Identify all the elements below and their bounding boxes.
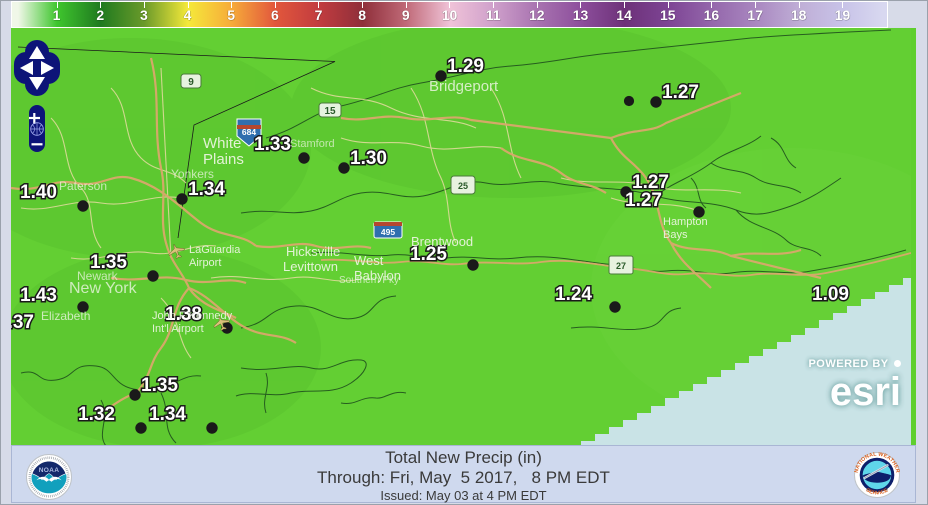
svg-text:Elizabeth: Elizabeth	[41, 309, 90, 323]
svg-text:1.37: 1.37	[11, 312, 34, 333]
svg-text:LaGuardia: LaGuardia	[189, 244, 241, 256]
svg-text:9: 9	[188, 77, 194, 88]
svg-text:25: 25	[458, 181, 468, 191]
svg-text:1.40: 1.40	[20, 182, 57, 203]
svg-text:Levittown: Levittown	[283, 259, 338, 274]
svg-text:White: White	[203, 135, 241, 152]
svg-text:1.30: 1.30	[350, 148, 387, 169]
svg-text:15: 15	[324, 106, 336, 117]
svg-text:Paterson: Paterson	[59, 179, 107, 193]
svg-text:NOAA: NOAA	[39, 466, 60, 473]
svg-text:Bridgeport: Bridgeport	[429, 78, 499, 95]
svg-text:Yonkers: Yonkers	[171, 167, 214, 181]
svg-text:Stamford: Stamford	[290, 138, 335, 150]
svg-text:1.29: 1.29	[447, 56, 484, 77]
svg-text:1.27: 1.27	[625, 190, 662, 211]
svg-text:Airport: Airport	[189, 257, 221, 269]
svg-text:Brentwood: Brentwood	[411, 234, 473, 249]
svg-text:Hicksville: Hicksville	[286, 244, 340, 259]
svg-text:1.33: 1.33	[254, 134, 291, 155]
svg-text:1.35: 1.35	[141, 375, 178, 396]
svg-text:1.27: 1.27	[662, 82, 699, 103]
svg-text:Hampton: Hampton	[663, 216, 708, 228]
svg-text:1.32: 1.32	[78, 404, 115, 425]
svg-text:495: 495	[381, 227, 395, 237]
svg-text:1.43: 1.43	[20, 285, 57, 306]
svg-text:1.34: 1.34	[188, 179, 225, 200]
svg-text:Bays: Bays	[663, 229, 688, 241]
svg-text:Babylon: Babylon	[354, 268, 401, 283]
svg-text:27: 27	[616, 261, 626, 271]
svg-text:Plains: Plains	[203, 151, 244, 168]
svg-text:Newark: Newark	[77, 269, 119, 283]
svg-text:1.09: 1.09	[812, 284, 849, 305]
svg-text:1.24: 1.24	[555, 284, 592, 305]
svg-text:1.34: 1.34	[149, 404, 186, 425]
svg-text:West: West	[354, 253, 384, 268]
svg-text:Int'l Airport: Int'l Airport	[152, 323, 204, 335]
